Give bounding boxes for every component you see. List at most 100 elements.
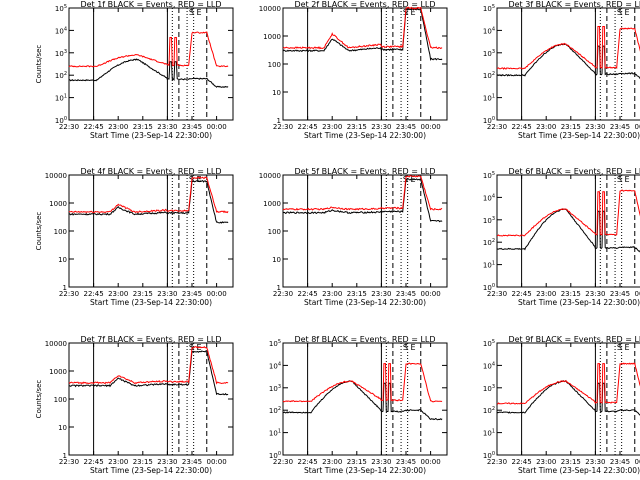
- series-line-lld: [282, 362, 443, 403]
- x-tick-label: 22:45: [84, 123, 104, 131]
- x-tick-label: 23:00: [322, 123, 342, 131]
- y-tick-label: 102: [483, 406, 495, 415]
- y-tick-label: 104: [483, 193, 495, 202]
- chart-title: Det 4f BLACK = Events, RED = LLD: [80, 167, 221, 176]
- series-line-lld: [68, 345, 229, 385]
- y-tick-label: 105: [483, 4, 495, 13]
- x-tick-label: 23:00: [108, 290, 128, 298]
- y-tick-label: 102: [483, 238, 495, 247]
- y-tick-label: 104: [269, 361, 281, 370]
- y-axis-label: Counts/sec: [35, 380, 43, 419]
- y-tick-label: 103: [269, 384, 281, 393]
- y-axis-label: Counts/sec: [35, 45, 43, 84]
- annotation-label: S E: [617, 8, 630, 17]
- x-tick-label: 23:30: [157, 290, 177, 298]
- series-line-lld: [282, 175, 443, 211]
- x-axis-label: Start Time (23-Sep-14 22:30:00): [90, 298, 212, 307]
- x-axis-label: Start Time (23-Sep-14 22:30:00): [304, 298, 426, 307]
- x-tick-label: 00:00: [207, 123, 227, 131]
- y-tick-label: 100: [483, 283, 495, 292]
- x-tick-label: 23:00: [536, 458, 556, 466]
- x-tick-label: 22:30: [59, 458, 79, 466]
- x-tick-label: 23:30: [157, 458, 177, 466]
- annotation-label: S E: [617, 343, 630, 352]
- annotation-label: S E: [403, 343, 416, 352]
- y-tick-label: 10: [272, 89, 281, 97]
- x-tick-label: 23:15: [133, 290, 153, 298]
- x-tick-label: 22:45: [84, 458, 104, 466]
- x-tick-label: 23:45: [182, 290, 202, 298]
- annotation-label: S E: [189, 343, 202, 352]
- y-tick-label: 10000: [259, 5, 281, 13]
- x-tick-label: 00:00: [635, 290, 640, 298]
- y-tick-label: 101: [269, 429, 281, 438]
- plot-frame: [496, 7, 640, 121]
- x-tick-label: 23:00: [108, 123, 128, 131]
- x-tick-label: 23:15: [133, 123, 153, 131]
- y-tick-label: 104: [55, 26, 67, 35]
- y-tick-label: 1000: [263, 33, 281, 41]
- y-tick-label: 100: [54, 396, 67, 404]
- chart-panel-4: Det 4f BLACK = Events, RED = LLD 1 10 100 10…: [35, 167, 234, 307]
- series-line-events: [282, 8, 443, 61]
- y-tick-label: 103: [55, 49, 67, 58]
- series-line-events: [68, 180, 229, 224]
- x-tick-label: 22:45: [512, 458, 532, 466]
- x-tick-label: 23:00: [536, 123, 556, 131]
- chart-title: Det 1f BLACK = Events, RED = LLD: [80, 0, 221, 9]
- plot-frame: [68, 7, 234, 121]
- y-tick-label: 101: [483, 261, 495, 270]
- x-axis-label: Start Time (23-Sep-14 22:30:00): [518, 466, 640, 475]
- x-axis-label: Start Time (23-Sep-14 22:30:00): [518, 131, 640, 140]
- y-tick-label: 10000: [259, 172, 281, 180]
- series-line-lld: [497, 189, 640, 237]
- y-tick-label: 100: [483, 116, 495, 125]
- x-tick-label: 23:30: [585, 123, 605, 131]
- y-tick-label: 105: [269, 339, 281, 348]
- x-tick-label: 23:45: [610, 123, 630, 131]
- series-line-events: [282, 178, 443, 223]
- y-axis-label: Counts/sec: [35, 212, 43, 251]
- series-line-events: [69, 58, 229, 88]
- y-tick-label: 104: [483, 361, 495, 370]
- y-tick-label: 1: [277, 284, 281, 292]
- plot-frame: [496, 174, 640, 288]
- x-tick-label: 00:00: [207, 290, 227, 298]
- plot-frame: [282, 342, 448, 456]
- y-tick-label: 102: [55, 71, 67, 80]
- x-tick-label: 22:45: [298, 123, 318, 131]
- x-tick-label: 23:30: [157, 123, 177, 131]
- series-line-lld: [68, 176, 229, 214]
- x-tick-label: 00:00: [421, 458, 441, 466]
- series-line-lld: [282, 6, 443, 50]
- x-tick-label: 23:45: [610, 290, 630, 298]
- x-tick-label: 00:00: [421, 290, 441, 298]
- chart-title: Det 3f BLACK = Events, RED = LLD: [508, 0, 640, 9]
- series-line-events: [282, 380, 443, 421]
- y-tick-label: 103: [483, 384, 495, 393]
- chart-title: Det 8f BLACK = Events, RED = LLD: [294, 335, 435, 344]
- plot-frame: [496, 342, 640, 456]
- x-tick-label: 23:15: [561, 290, 581, 298]
- chart-panel-6: Det 6f BLACK = Events, RED = LLD 100 101 10…: [483, 167, 640, 307]
- x-tick-label: 23:30: [371, 290, 391, 298]
- chart-title: Det 2f BLACK = Events, RED = LLD: [294, 0, 435, 9]
- x-tick-label: 23:15: [561, 458, 581, 466]
- chart-title: Det 7f BLACK = Events, RED = LLD: [80, 335, 221, 344]
- x-tick-label: 23:45: [396, 290, 416, 298]
- x-tick-label: 00:00: [421, 123, 441, 131]
- chart-title: Det 9f BLACK = Events, RED = LLD: [508, 335, 640, 344]
- x-axis-label: Start Time (23-Sep-14 22:30:00): [90, 131, 212, 140]
- y-tick-label: 1000: [49, 200, 67, 208]
- x-tick-label: 00:00: [635, 458, 640, 466]
- x-axis-label: Start Time (23-Sep-14 22:30:00): [304, 131, 426, 140]
- x-tick-label: 23:00: [322, 290, 342, 298]
- y-tick-label: 1000: [263, 200, 281, 208]
- y-tick-label: 10000: [45, 172, 67, 180]
- y-tick-label: 1: [63, 284, 67, 292]
- x-tick-label: 00:00: [635, 123, 640, 131]
- series-line-events: [496, 208, 640, 253]
- series-line-lld: [68, 31, 229, 68]
- y-tick-label: 100: [268, 61, 281, 69]
- x-tick-label: 22:45: [298, 290, 318, 298]
